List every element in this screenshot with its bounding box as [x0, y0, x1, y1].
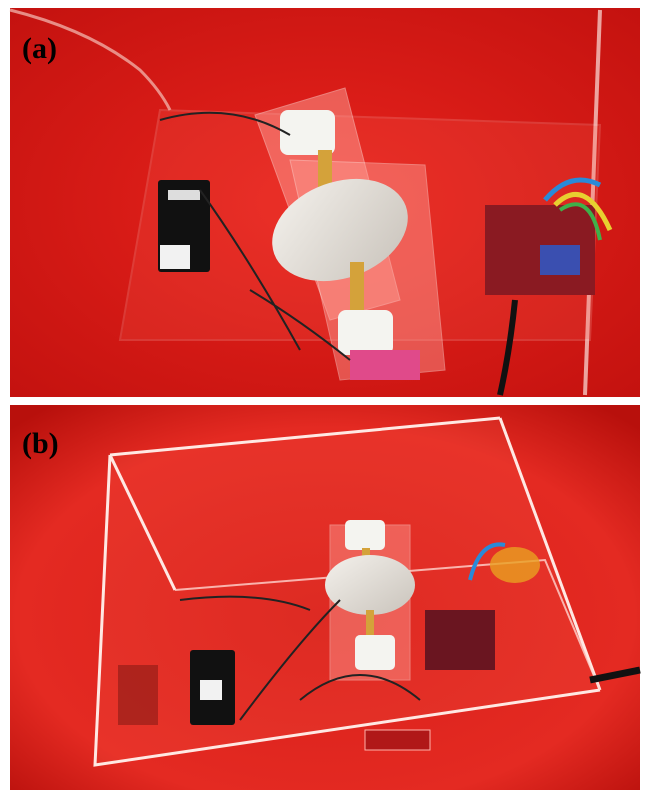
panel-a: (a)	[10, 8, 640, 397]
panel-b: (b)	[10, 405, 640, 790]
battery-terminal	[168, 190, 200, 200]
motor-mount	[280, 110, 335, 155]
battery-reflection	[118, 665, 158, 725]
motor-mount	[355, 635, 395, 670]
motor-mount	[338, 310, 393, 355]
page: (a) (b) (() => { const data = JSON.parse…	[0, 0, 648, 797]
battery	[350, 350, 420, 380]
figure: (a) (b)	[0, 0, 648, 797]
panel-label: (b)	[22, 427, 59, 460]
panel-label: (a)	[22, 32, 57, 65]
connector	[200, 680, 222, 700]
controller-board	[425, 610, 495, 670]
flywheel	[325, 555, 415, 615]
motor-mount	[345, 520, 385, 550]
connector	[160, 245, 190, 269]
shaft	[350, 262, 364, 317]
sensor-board	[540, 245, 580, 275]
battery	[365, 730, 430, 750]
sensor	[490, 547, 540, 583]
